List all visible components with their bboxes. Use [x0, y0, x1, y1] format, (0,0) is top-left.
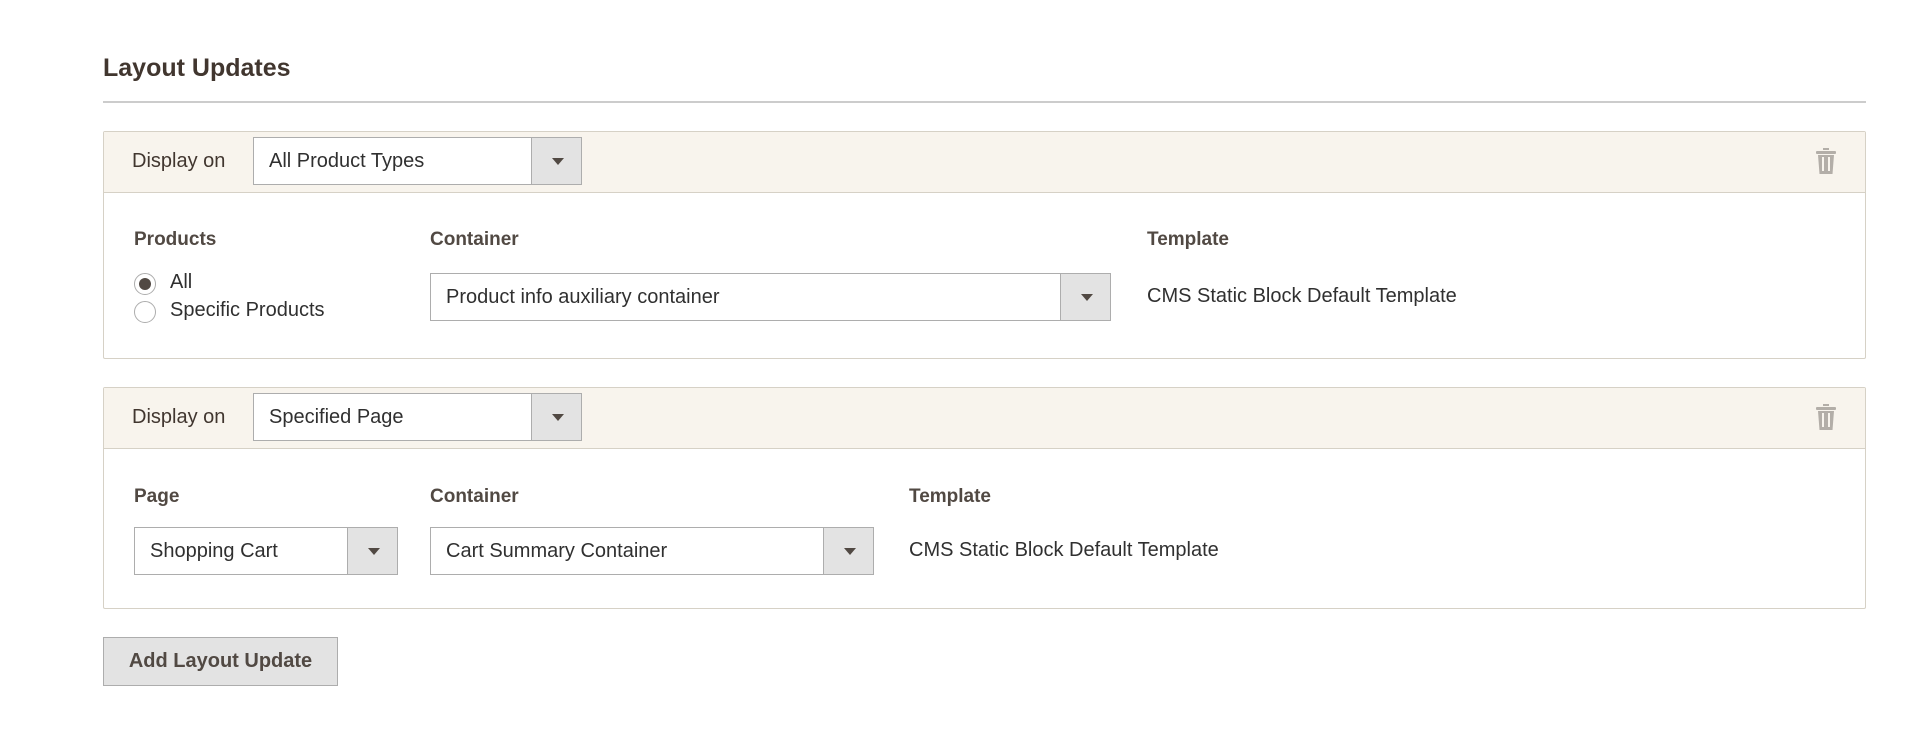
radio-specific-label: Specific Products [170, 299, 325, 321]
template-value: CMS Static Block Default Template [1147, 285, 1457, 307]
select-value: Product info auxiliary container [446, 286, 720, 308]
select-value: Cart Summary Container [446, 540, 668, 562]
display-on-label: Display on [132, 150, 226, 172]
chevron-down-icon [347, 528, 397, 574]
template-label: Template [1147, 229, 1230, 250]
select-value: Specified Page [269, 406, 404, 428]
add-layout-update-button[interactable]: Add Layout Update [103, 637, 338, 686]
select-value: All Product Types [269, 150, 425, 172]
layout-update-2: Display on Specified Page Page Shopping … [103, 387, 1866, 609]
template-value: CMS Static Block Default Template [909, 539, 1219, 561]
display-on-select[interactable]: All Product Types [253, 137, 582, 185]
radio-all-label: All [170, 271, 193, 293]
radio-specific-products[interactable] [134, 301, 156, 323]
template-label: Template [909, 486, 992, 507]
container-select[interactable]: Product info auxiliary container [430, 273, 1111, 321]
panel-header: Display on All Product Types [104, 132, 1865, 193]
chevron-down-icon [531, 138, 581, 184]
panel-header: Display on Specified Page [104, 388, 1865, 449]
chevron-down-icon [1060, 274, 1110, 320]
chevron-down-icon [823, 528, 873, 574]
products-label: Products [134, 229, 217, 250]
divider [103, 101, 1866, 103]
trash-icon[interactable] [1816, 148, 1836, 174]
layout-update-1: Display on All Product Types Products Al… [103, 131, 1866, 359]
display-on-select[interactable]: Specified Page [253, 393, 582, 441]
page-label: Page [134, 486, 180, 507]
page-select[interactable]: Shopping Cart [134, 527, 398, 575]
radio-all[interactable] [134, 273, 156, 295]
trash-icon[interactable] [1816, 404, 1836, 430]
container-label: Container [430, 486, 519, 507]
select-value: Shopping Cart [150, 540, 278, 562]
container-label: Container [430, 229, 519, 250]
container-select[interactable]: Cart Summary Container [430, 527, 874, 575]
display-on-label: Display on [132, 406, 226, 428]
chevron-down-icon [531, 394, 581, 440]
section-title: Layout Updates [103, 54, 291, 82]
